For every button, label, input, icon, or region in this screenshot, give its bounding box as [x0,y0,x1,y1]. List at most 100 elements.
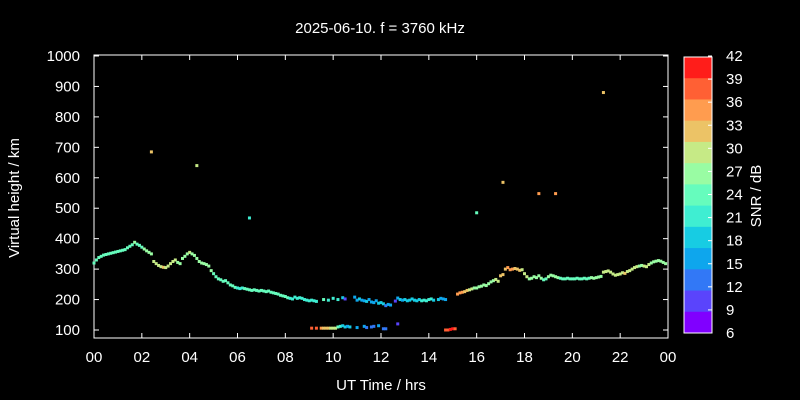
data-point [599,274,603,278]
data-point [537,274,541,278]
data-point [171,260,175,263]
data-point [494,277,498,281]
data-point [336,298,340,302]
x-tick-label: 00 [86,349,103,366]
data-point [374,299,378,303]
data-point [312,299,316,303]
data-point [554,192,558,196]
y-tick-label: 200 [55,292,80,309]
y-tick-label: 700 [55,139,80,156]
data-point [295,296,299,300]
data-point [408,298,412,302]
data-point [642,264,646,268]
colorbar-tick-label: 21 [726,210,743,227]
data-point [104,252,108,256]
data-point [137,243,141,247]
data-point [568,277,572,281]
data-point [377,301,381,305]
data-point [460,290,464,294]
data-point [152,260,156,263]
data-point [348,325,352,329]
data-point [97,256,101,260]
data-point [515,267,519,271]
data-point [558,276,562,280]
data-point [384,304,388,308]
data-point [159,265,163,269]
data-point [157,263,161,267]
data-point [456,292,460,296]
data-point [102,253,106,257]
data-point [169,262,173,266]
data-point [429,297,433,301]
data-point [250,288,254,292]
data-point [204,263,208,267]
data-point [219,278,223,282]
data-point [314,299,318,303]
data-point [549,273,553,277]
data-point [424,299,428,303]
data-point [436,298,440,302]
data-point [635,265,639,269]
data-point [183,254,187,258]
data-point [496,279,500,283]
data-point [360,298,364,302]
data-point [570,277,574,281]
data-point [322,326,326,330]
data-point [554,275,558,279]
data-point [125,246,129,250]
plot-frame [93,54,669,339]
data-point [355,326,359,330]
data-point [216,277,220,281]
data-point [470,287,474,291]
data-point [467,288,471,292]
colorbar-band [684,141,712,164]
colorbar-band [684,57,712,79]
data-point [403,298,407,302]
data-point [377,324,381,328]
data-point [200,261,204,265]
data-point [293,295,297,299]
data-point [501,180,505,184]
data-point [357,297,361,301]
x-tick-label: 04 [181,349,198,366]
data-point [652,260,656,264]
data-point [176,260,180,264]
data-point [381,302,385,306]
data-point [300,296,304,300]
data-point [329,326,333,330]
x-tick-label: 12 [373,349,390,366]
data-point [640,263,644,267]
y-axis-label: Virtual height / km [6,138,23,258]
data-point [582,276,586,280]
y-tick-label: 300 [55,261,80,278]
data-point [346,324,350,328]
data-point [630,267,634,271]
data-point [513,267,517,271]
data-point [451,327,455,331]
data-point [415,299,419,303]
y-tick-label: 100 [55,322,80,339]
data-point [453,327,457,331]
data-point [372,324,376,328]
data-point [195,256,199,260]
data-point [503,267,507,271]
data-point [310,298,314,302]
data-point [116,249,120,253]
data-point [343,325,347,329]
colorbar-tick-label: 27 [726,163,743,180]
data-point [252,288,256,292]
data-point [307,299,311,303]
data-point [625,270,629,274]
data-point [188,250,192,254]
colorbar-band [684,248,712,270]
colorbar-band [684,78,712,100]
data-point [381,327,385,331]
colorbar-label: SNR / dB [748,165,765,228]
colorbar-tick-label: 24 [726,187,743,204]
data-point [405,299,409,303]
colorbar-band [684,163,712,185]
colorbar-band [684,205,712,228]
data-point [597,275,601,279]
data-point [661,260,665,264]
data-point [281,294,285,298]
